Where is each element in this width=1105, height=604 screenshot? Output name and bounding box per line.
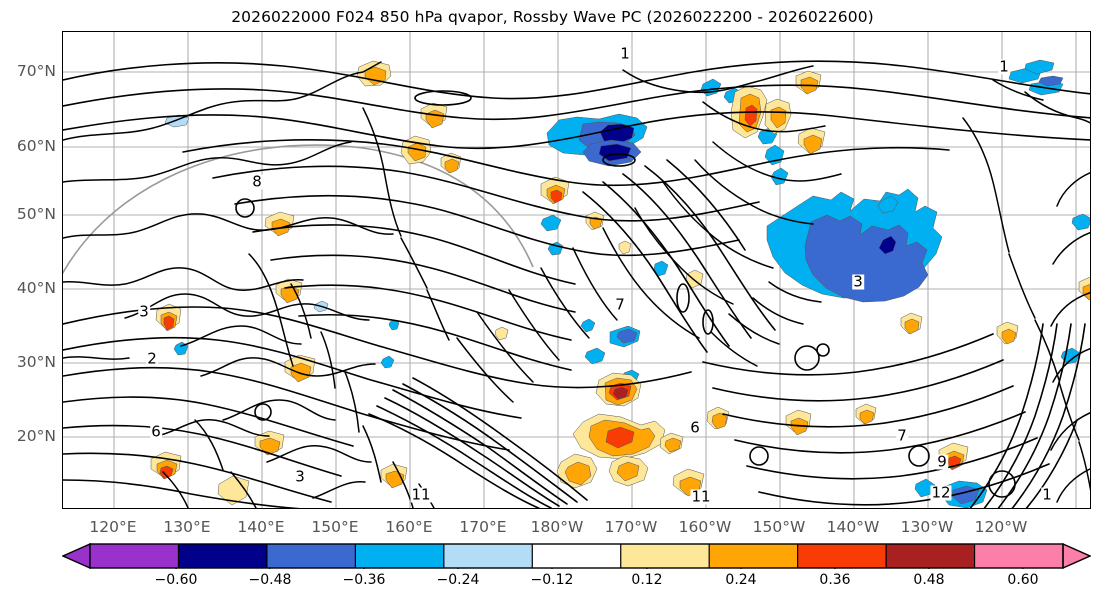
contour-label: 1: [998, 57, 1010, 76]
contour-label: 1: [619, 44, 631, 63]
x-tick-label: 120°W: [974, 518, 1028, 536]
x-tick-label: 140°W: [826, 518, 880, 536]
x-tick-label: 130°E: [163, 518, 211, 536]
filled-anomalies: [150, 59, 1090, 508]
colorbar[interactable]: [62, 543, 1091, 569]
x-tick-label: 150°W: [752, 518, 806, 536]
colorbar-swatch: [620, 544, 710, 568]
contour-label: 12: [930, 483, 952, 502]
y-tick-label: 20°N: [16, 427, 56, 445]
x-tick-label: 180°W: [530, 518, 584, 536]
colorbar-swatch: [532, 544, 621, 568]
x-tick-label: 120°E: [89, 518, 137, 536]
coastlines: [63, 61, 1090, 508]
contour-label: 3: [138, 302, 150, 321]
colorbar-tick-label: 0.60: [1007, 572, 1039, 588]
x-tick-label: 170°E: [459, 518, 507, 536]
contour-label: 6: [689, 418, 701, 437]
map-canvas: 1 1 3 3 7 2 6 6 7 9 3 11 11 12 1 8: [63, 32, 1090, 508]
colorbar-cells: [62, 543, 1091, 569]
x-tick-label: 160°E: [385, 518, 433, 536]
colorbar-svg: [62, 543, 1091, 569]
colorbar-tick-label: −0.48: [248, 572, 292, 588]
colorbar-outline: [89, 543, 1064, 569]
contour-label: 11: [690, 487, 712, 506]
colorbar-tick-label: 0.48: [913, 572, 945, 588]
contour-label: 8: [251, 172, 263, 191]
map-axes[interactable]: 1 1 3 3 7 2 6 6 7 9 3 11 11 12 1 8: [62, 31, 1091, 509]
y-tick-label: 30°N: [16, 353, 56, 371]
contour-label: 6: [150, 422, 162, 441]
colorbar-swatch: [443, 544, 533, 568]
x-tick-label: 140°E: [237, 518, 285, 536]
y-tick-label: 40°N: [16, 279, 56, 297]
colorbar-tick-label: −0.24: [436, 572, 480, 588]
colorbar-tick-label: 0.12: [631, 572, 663, 588]
colorbar-tick-label: −0.36: [342, 572, 386, 588]
map-svg: [63, 32, 1090, 508]
colorbar-tick-label: 0.24: [725, 572, 757, 588]
colorbar-extend-low: [62, 543, 91, 569]
qvapor-contours: [63, 60, 1090, 508]
x-tick-label: 160°W: [678, 518, 732, 536]
contour-label: 9: [936, 452, 948, 471]
contour-label: 11: [410, 485, 432, 504]
contour-label: 2: [146, 349, 158, 368]
contour-label: 1: [1041, 485, 1053, 504]
x-tick-label: 130°W: [900, 518, 954, 536]
x-tick-label: 150°E: [311, 518, 359, 536]
y-tick-label: 60°N: [16, 137, 56, 155]
contour-label: 3: [852, 272, 864, 291]
colorbar-swatch: [886, 544, 975, 568]
y-tick-label: 70°N: [16, 62, 56, 80]
colorbar-tickmarks: [175, 568, 1024, 569]
colorbar-tick-label: −0.12: [530, 572, 574, 588]
colorbar-swatch: [90, 544, 179, 568]
colorbar-swatch: [266, 544, 356, 568]
colorbar-swatch: [178, 544, 267, 568]
y-tick-label: 50°N: [16, 205, 56, 223]
colorbar-swatch: [797, 544, 887, 568]
colorbar-tick-label: 0.36: [819, 572, 851, 588]
domain-arc: [63, 144, 534, 275]
colorbar-swatch: [709, 544, 798, 568]
colorbar-swatch: [355, 544, 444, 568]
contour-label: 3: [294, 467, 306, 486]
colorbar-tick-label: −0.60: [154, 572, 198, 588]
x-tick-label: 170°W: [604, 518, 658, 536]
colorbar-swatch: [974, 544, 1063, 568]
contour-label: 7: [896, 426, 908, 445]
page-title: 2026022000 F024 850 hPa qvapor, Rossby W…: [231, 8, 874, 26]
contour-label: 7: [614, 295, 626, 314]
colorbar-extend-high: [1062, 543, 1091, 569]
